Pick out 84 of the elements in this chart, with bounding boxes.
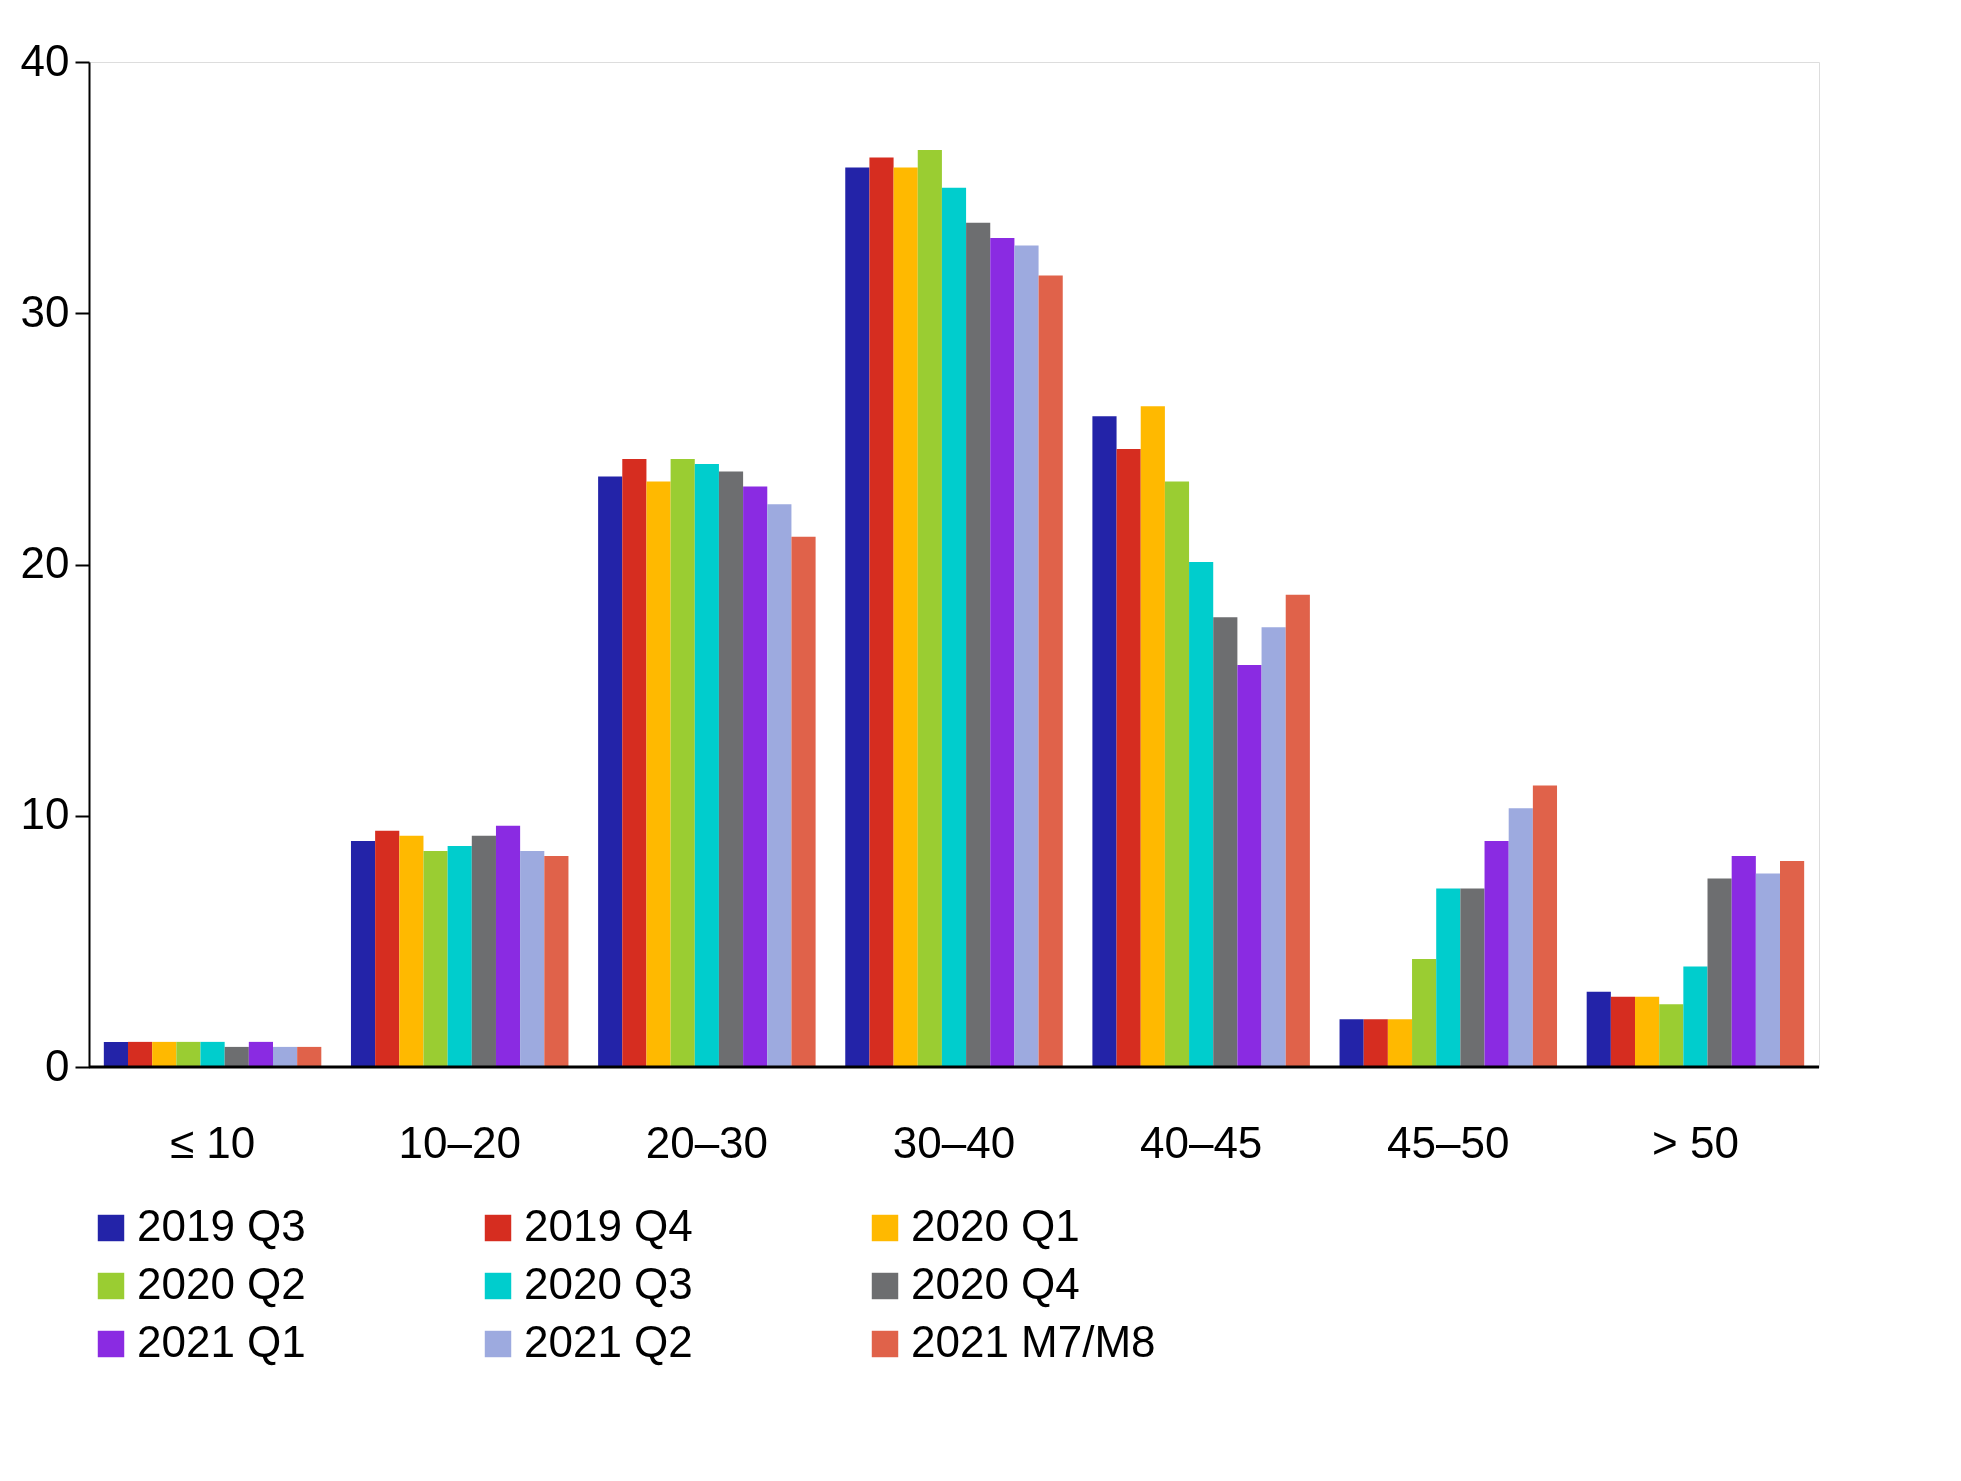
bar	[917, 149, 942, 1067]
legend-label: 2020 Q2	[137, 1259, 306, 1308]
bar	[1659, 1004, 1684, 1067]
bar	[694, 464, 719, 1067]
bar	[1363, 1019, 1388, 1067]
bar	[767, 504, 792, 1067]
bar	[423, 850, 448, 1067]
bar	[1014, 245, 1039, 1067]
bar	[646, 481, 671, 1067]
bar	[1683, 966, 1708, 1067]
x-tick-label: ≤ 10	[169, 1117, 256, 1167]
bar	[990, 237, 1015, 1067]
bar	[127, 1041, 153, 1067]
bar	[1213, 617, 1238, 1067]
bar	[1731, 855, 1756, 1067]
bar	[1339, 1019, 1364, 1067]
bar	[1387, 1019, 1413, 1067]
bar	[495, 825, 521, 1067]
bar	[1237, 665, 1262, 1067]
x-tick-label: 20–30	[645, 1117, 769, 1167]
bar	[1508, 808, 1533, 1067]
bar	[893, 167, 918, 1067]
bar	[471, 835, 496, 1067]
bar	[544, 855, 569, 1067]
bar	[598, 476, 623, 1067]
bar	[1460, 888, 1485, 1067]
bar	[1610, 996, 1636, 1067]
bar	[103, 1041, 128, 1067]
bar	[224, 1046, 249, 1067]
bar	[399, 835, 424, 1067]
bar	[200, 1041, 225, 1067]
legend-label: 2021 M7/M8	[911, 1317, 1156, 1366]
bar	[1189, 561, 1214, 1067]
y-tick-label: 10	[20, 789, 70, 839]
y-tick-label: 40	[20, 35, 70, 85]
bar	[1707, 878, 1732, 1067]
bar	[1140, 406, 1165, 1067]
bar	[966, 222, 991, 1067]
bar	[1412, 958, 1437, 1067]
bar	[622, 458, 647, 1067]
bar	[350, 840, 376, 1067]
bar	[869, 157, 894, 1067]
bar	[1164, 481, 1190, 1067]
bar	[1092, 416, 1117, 1067]
bar	[791, 536, 816, 1067]
y-tick-label: 0	[45, 1040, 70, 1090]
x-tick-label: 40–45	[1139, 1117, 1263, 1167]
x-tick-label: 45–50	[1387, 1117, 1510, 1167]
bar	[1038, 275, 1063, 1067]
bar	[1780, 860, 1805, 1067]
bar	[1532, 785, 1558, 1067]
bar	[1116, 448, 1141, 1067]
bar	[447, 845, 472, 1067]
bar	[1755, 873, 1781, 1067]
y-tick-label: 20	[20, 538, 70, 587]
y-tick-label: 30	[20, 286, 70, 336]
bar	[1484, 840, 1509, 1067]
bar	[176, 1041, 201, 1067]
x-tick-label: > 50	[1651, 1117, 1739, 1167]
x-tick-label: 30–40	[892, 1117, 1016, 1167]
bar	[845, 167, 870, 1067]
bar	[718, 471, 744, 1067]
bar	[670, 458, 695, 1067]
legend-label: 2021 Q2	[524, 1317, 693, 1366]
bar	[1261, 627, 1286, 1067]
bar	[375, 830, 400, 1067]
bar	[1285, 594, 1310, 1067]
bar	[1436, 888, 1461, 1067]
x-tick-label: 10–20	[398, 1117, 521, 1167]
bar	[297, 1046, 322, 1067]
bar	[743, 486, 768, 1067]
legend-label: 2020 Q3	[524, 1259, 693, 1308]
legend-label: 2020 Q1	[911, 1201, 1080, 1250]
bar	[1635, 996, 1660, 1067]
legend-label: 2021 Q1	[137, 1317, 306, 1366]
bar	[1586, 991, 1611, 1067]
bar	[248, 1041, 273, 1067]
bar	[941, 187, 967, 1067]
bar	[152, 1041, 177, 1067]
legend-label: 2019 Q3	[137, 1201, 306, 1250]
bar	[272, 1046, 298, 1067]
bar	[520, 850, 545, 1067]
legend-label: 2019 Q4	[524, 1201, 693, 1250]
legend-label: 2020 Q4	[911, 1259, 1080, 1308]
